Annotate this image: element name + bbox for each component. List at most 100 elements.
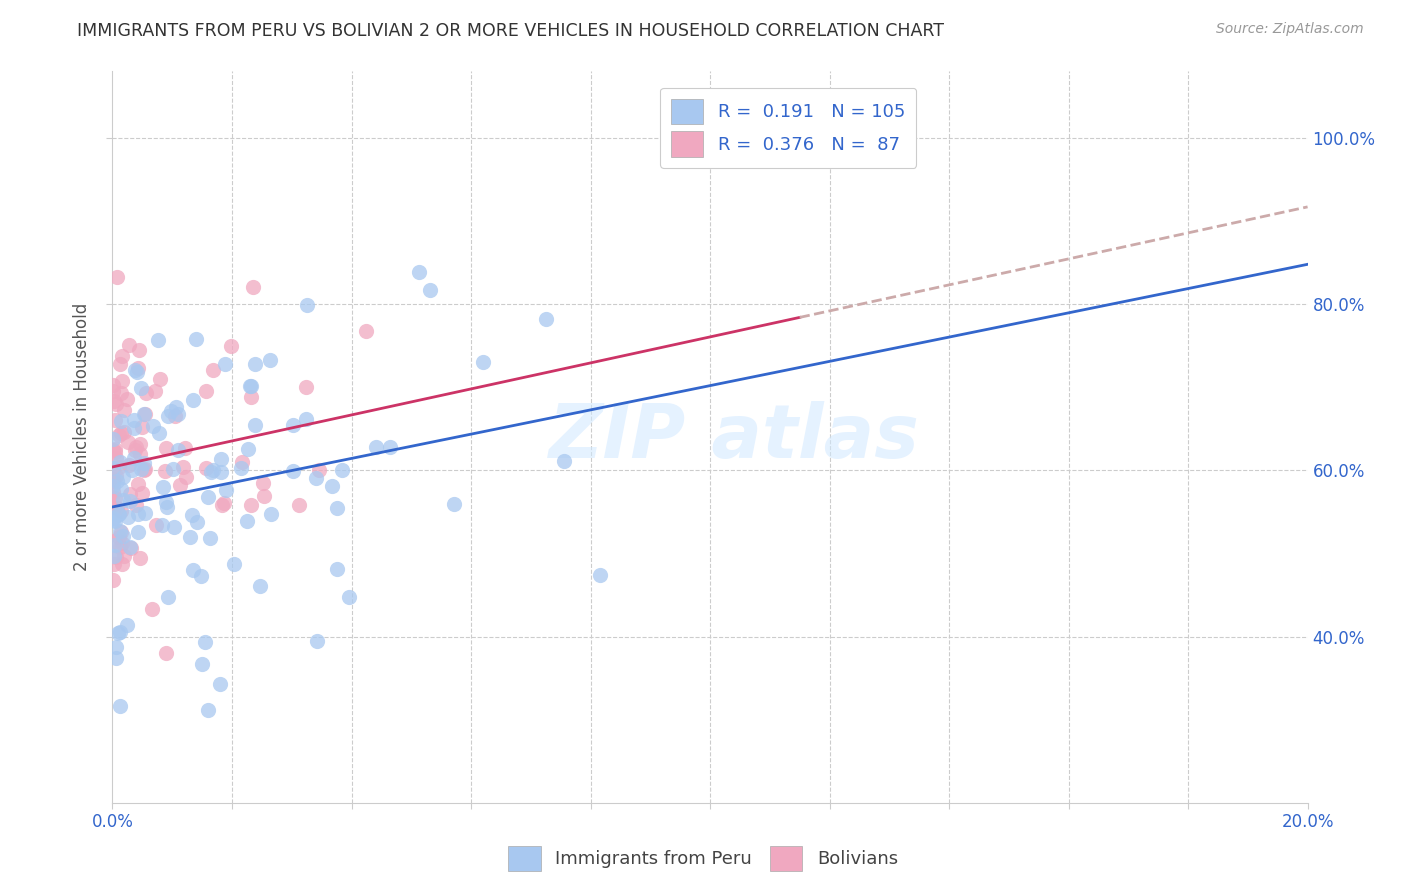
- Point: [135, 385, 157, 400]
- Point: [252, 475, 274, 490]
- Point: [124, 363, 146, 377]
- Point: [354, 324, 377, 338]
- Point: [201, 363, 224, 377]
- Point: [101, 432, 124, 446]
- Point: [115, 618, 138, 632]
- Point: [111, 529, 134, 543]
- Point: [120, 493, 142, 508]
- Point: [471, 355, 494, 369]
- Point: [364, 440, 387, 454]
- Point: [219, 339, 242, 353]
- Point: [117, 337, 139, 351]
- Point: [103, 394, 125, 409]
- Point: [117, 434, 139, 449]
- Point: [295, 412, 318, 426]
- Point: [125, 499, 148, 513]
- Point: [165, 401, 187, 415]
- Point: [129, 462, 152, 476]
- Point: [104, 514, 127, 528]
- Point: [131, 420, 153, 434]
- Point: [108, 455, 131, 469]
- Point: [209, 677, 232, 691]
- Point: [101, 442, 124, 457]
- Point: [118, 458, 141, 472]
- Point: [108, 540, 131, 554]
- Point: [104, 550, 127, 565]
- Point: [117, 510, 139, 524]
- Point: [240, 390, 263, 404]
- Point: [122, 451, 145, 466]
- Point: [108, 460, 131, 475]
- Point: [186, 332, 208, 346]
- Point: [281, 417, 304, 432]
- Point: [231, 455, 253, 469]
- Point: [198, 531, 221, 545]
- Point: [108, 698, 131, 713]
- Point: [129, 447, 152, 461]
- Point: [156, 500, 179, 515]
- Point: [107, 625, 129, 640]
- Point: [172, 460, 194, 475]
- Point: [122, 413, 145, 427]
- Point: [194, 384, 217, 398]
- Point: [155, 646, 177, 660]
- Point: [142, 419, 165, 434]
- Text: ZIP atlas: ZIP atlas: [548, 401, 920, 474]
- Point: [166, 407, 188, 421]
- Point: [105, 501, 128, 516]
- Point: [589, 567, 612, 582]
- Text: IMMIGRANTS FROM PERU VS BOLIVIAN 2 OR MORE VEHICLES IN HOUSEHOLD CORRELATION CHA: IMMIGRANTS FROM PERU VS BOLIVIAN 2 OR MO…: [77, 22, 945, 40]
- Point: [112, 425, 135, 439]
- Point: [159, 404, 181, 418]
- Point: [162, 461, 184, 475]
- Point: [163, 409, 186, 423]
- Legend: R =  0.191   N = 105, R =  0.376   N =  87: R = 0.191 N = 105, R = 0.376 N = 87: [661, 87, 917, 168]
- Point: [215, 483, 238, 497]
- Point: [281, 464, 304, 478]
- Point: [308, 462, 330, 476]
- Point: [112, 469, 135, 483]
- Point: [190, 657, 212, 671]
- Point: [103, 442, 125, 456]
- Point: [108, 530, 131, 544]
- Point: [111, 349, 134, 363]
- Point: [103, 533, 125, 548]
- Point: [153, 464, 176, 478]
- Point: [326, 562, 349, 576]
- Point: [111, 558, 134, 572]
- Point: [103, 557, 125, 571]
- Point: [173, 441, 195, 455]
- Point: [141, 602, 163, 616]
- Point: [157, 590, 180, 604]
- Point: [190, 568, 212, 582]
- Point: [103, 384, 125, 398]
- Point: [128, 343, 150, 357]
- Point: [186, 515, 208, 529]
- Point: [124, 442, 146, 457]
- Point: [305, 471, 328, 485]
- Point: [110, 414, 132, 428]
- Point: [155, 441, 177, 455]
- Point: [239, 378, 262, 392]
- Point: [132, 407, 155, 421]
- Point: [209, 452, 232, 467]
- Point: [108, 358, 131, 372]
- Point: [243, 418, 266, 433]
- Point: [103, 479, 125, 493]
- Point: [103, 444, 125, 458]
- Point: [239, 379, 262, 393]
- Y-axis label: 2 or more Vehicles in Household: 2 or more Vehicles in Household: [73, 303, 91, 571]
- Point: [132, 463, 155, 477]
- Point: [108, 508, 131, 522]
- Point: [181, 392, 204, 407]
- Point: [134, 462, 156, 476]
- Point: [101, 474, 124, 488]
- Point: [132, 456, 155, 470]
- Point: [101, 472, 124, 486]
- Point: [103, 500, 125, 515]
- Point: [122, 421, 145, 435]
- Point: [104, 413, 127, 427]
- Point: [110, 525, 132, 540]
- Text: Source: ZipAtlas.com: Source: ZipAtlas.com: [1216, 22, 1364, 37]
- Point: [288, 498, 311, 512]
